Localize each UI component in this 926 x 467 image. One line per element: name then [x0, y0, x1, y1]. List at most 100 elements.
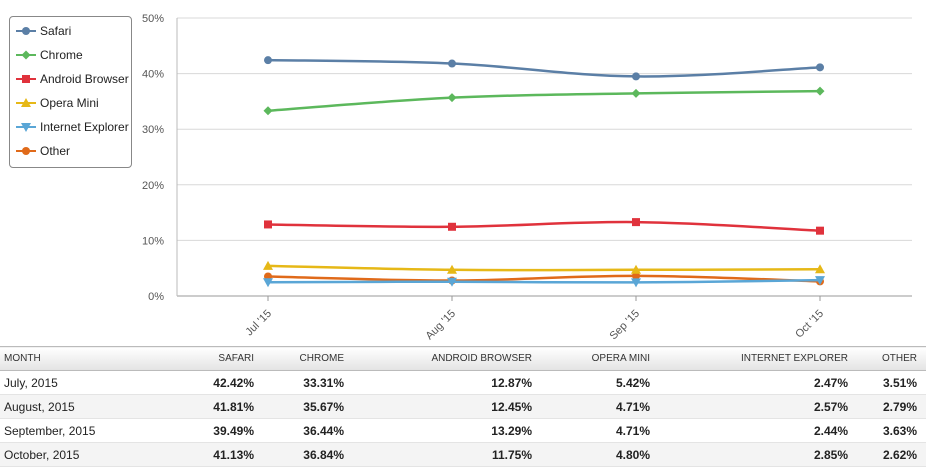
- data-point-internet-explorer: [447, 277, 457, 287]
- legend-label: Opera Mini: [40, 96, 99, 110]
- legend-swatch-icon: [16, 123, 36, 132]
- table-cell-month: September, 2015: [0, 418, 183, 443]
- legend-marker-icon: [21, 123, 31, 132]
- table-cell-value: 4.71%: [541, 418, 659, 443]
- series-line-android-browser: [267, 220, 821, 232]
- table-cell-value: 4.80%: [541, 442, 659, 467]
- table-cell-value: 2.57%: [659, 394, 857, 419]
- table-cell-value: 3.63%: [857, 418, 926, 443]
- table-cell-value: 36.44%: [263, 418, 353, 443]
- table-row: September, 2015 39.49% 36.44% 13.29% 4.71% 2.…: [0, 418, 926, 443]
- data-point-internet-explorer: [263, 278, 273, 288]
- data-point-android-browser: [264, 220, 272, 229]
- header-android-browser: ANDROID BROWSER: [353, 346, 541, 371]
- data-point-safari: [448, 59, 456, 68]
- header-internet-explorer: INTERNET EXPLORER: [659, 346, 857, 371]
- x-tick-label: Oct '15: [793, 308, 826, 341]
- data-point-safari: [816, 63, 824, 72]
- legend-marker-icon: [21, 50, 31, 60]
- y-tick-label: 40%: [142, 69, 164, 81]
- legend-swatch-icon: [16, 50, 36, 60]
- table-cell-month: July, 2015: [0, 370, 183, 395]
- header-month: MONTH: [0, 346, 183, 371]
- table-cell-value: 33.31%: [263, 370, 353, 395]
- data-point-safari: [632, 72, 640, 81]
- series-internet-explorer: [263, 276, 825, 288]
- series-chrome: [263, 86, 825, 116]
- data-point-android-browser: [816, 226, 824, 235]
- table-cell-value: 36.84%: [263, 442, 353, 467]
- x-tick-label: Aug '15: [423, 308, 458, 342]
- data-point-android-browser: [448, 222, 456, 231]
- data-point-chrome: [631, 88, 641, 98]
- legend-item-android-browser[interactable]: Android Browser: [16, 71, 129, 87]
- series-line-opera-mini: [267, 264, 821, 272]
- series-line-internet-explorer: [267, 278, 821, 284]
- legend-marker-icon: [22, 147, 30, 155]
- table-row: October, 2015 41.13% 36.84% 11.75% 4.80% 2.85…: [0, 442, 926, 467]
- data-point-chrome: [263, 106, 273, 116]
- legend-label: Internet Explorer: [40, 120, 129, 134]
- header-safari: SAFARI: [183, 346, 263, 371]
- table-cell-month: October, 2015: [0, 442, 183, 467]
- x-tick-label: Sep '15: [607, 308, 642, 342]
- series-opera-mini: [263, 260, 825, 274]
- legend-marker-icon: [22, 27, 30, 35]
- legend-swatch-icon: [16, 27, 36, 35]
- table-cell-value: 12.45%: [353, 394, 541, 419]
- data-point-opera-mini: [447, 264, 457, 274]
- y-tick-label: 0%: [148, 291, 164, 303]
- table-cell-value: 41.13%: [183, 442, 263, 467]
- data-table: MONTH SAFARI CHROME ANDROID BROWSER OPER…: [0, 346, 926, 467]
- legend-label: Other: [40, 144, 71, 158]
- y-tick-label: 20%: [142, 180, 164, 192]
- data-point-internet-explorer: [815, 276, 825, 286]
- data-point-chrome: [815, 86, 825, 96]
- table-cell-value: 2.62%: [857, 442, 926, 467]
- legend-label: Chrome: [40, 48, 83, 62]
- legend-marker-icon: [21, 98, 31, 107]
- table-cell-value: 35.67%: [263, 394, 353, 419]
- data-point-opera-mini: [263, 260, 273, 270]
- table-cell-value: 2.85%: [659, 442, 857, 467]
- table-row: July, 2015 42.42% 33.31% 12.87% 5.42% 2.47% 3.…: [0, 370, 926, 395]
- header-opera-mini: OPERA MINI: [541, 346, 659, 371]
- table-cell-value: 39.49%: [183, 418, 263, 443]
- data-point-opera-mini: [815, 264, 825, 274]
- table-cell-value: 41.81%: [183, 394, 263, 419]
- series-android-browser: [264, 218, 824, 235]
- table-cell-value: 2.79%: [857, 394, 926, 419]
- table-cell-month: August, 2015: [0, 394, 183, 419]
- data-point-chrome: [447, 93, 457, 103]
- legend-item-chrome[interactable]: Chrome: [16, 47, 83, 63]
- series-line-safari: [267, 58, 821, 78]
- series-line-chrome: [267, 89, 821, 113]
- header-chrome: CHROME: [263, 346, 353, 371]
- data-point-other: [632, 271, 640, 280]
- chart-legend: Safari Chrome Android Browser Opera Mini Int…: [9, 16, 132, 168]
- y-tick-label: 30%: [142, 124, 164, 136]
- legend-swatch-icon: [16, 98, 36, 107]
- legend-item-other[interactable]: Other: [16, 143, 70, 159]
- table-cell-value: 2.44%: [659, 418, 857, 443]
- data-point-internet-explorer: [631, 278, 641, 288]
- legend-item-opera-mini[interactable]: Opera Mini: [16, 95, 99, 111]
- series-line-other: [267, 274, 821, 283]
- table-cell-value: 3.51%: [857, 370, 926, 395]
- legend-swatch-icon: [16, 75, 36, 83]
- table-header-row: MONTH SAFARI CHROME ANDROID BROWSER OPER…: [0, 346, 926, 371]
- legend-label: Android Browser: [40, 72, 129, 86]
- legend-item-safari[interactable]: Safari: [16, 23, 71, 39]
- line-chart: 0% 10% 20% 30% 40% 50% Jul '15 Aug '15 Sep '15 Oc…: [142, 13, 912, 342]
- table-cell-value: 4.71%: [541, 394, 659, 419]
- y-tick-label: 10%: [142, 235, 164, 247]
- legend-item-internet-explorer[interactable]: Internet Explorer: [16, 119, 129, 135]
- table-cell-value: 13.29%: [353, 418, 541, 443]
- table-cell-value: 5.42%: [541, 370, 659, 395]
- x-tick-label: Jul '15: [243, 308, 274, 339]
- legend-swatch-icon: [16, 147, 36, 155]
- y-tick-label: 50%: [142, 13, 164, 25]
- legend-label: Safari: [40, 24, 72, 38]
- table-cell-value: 12.87%: [353, 370, 541, 395]
- series-safari: [264, 56, 824, 81]
